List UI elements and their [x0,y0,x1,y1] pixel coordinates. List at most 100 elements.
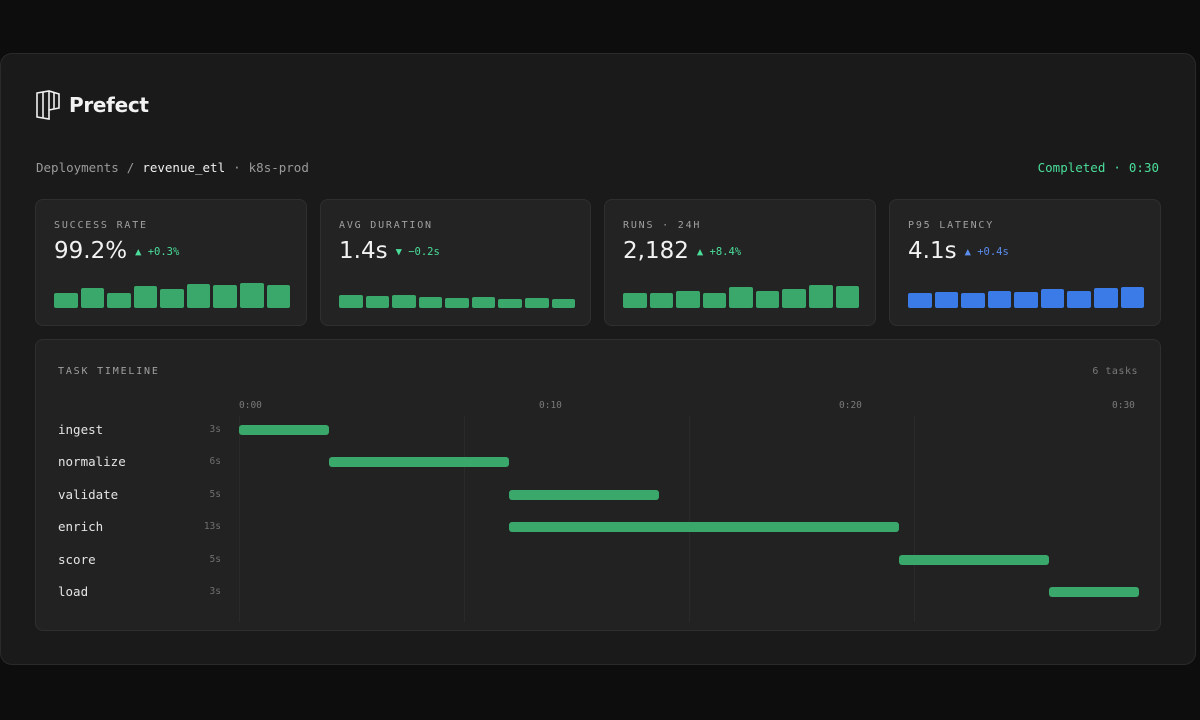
metric-value: 2,182 [623,238,689,264]
timeline-gridline [464,416,465,622]
task-bar[interactable] [509,522,899,532]
task-duration: 3s [209,424,221,435]
sparkline-bar [987,291,1012,308]
metric-card-p95-latency[interactable]: P95 LATENCY 4.1s ▲ +0.4s [889,199,1161,326]
task-duration: 13s [203,521,221,532]
sparkline-bar [266,285,291,308]
breadcrumb-separator: / [126,160,135,175]
task-timeline-panel: TASK TIMELINE 6 tasks 0:00 0:10 0:20 0:3… [35,339,1161,631]
breadcrumb-current[interactable]: revenue_etl [142,160,226,175]
status-elapsed: 0:30 [1128,160,1159,175]
sparkline-bar [471,297,496,308]
metric-delta: ▲ +0.4s [964,246,1009,258]
task-duration: 5s [209,489,221,500]
sparkline-bar [392,295,416,308]
task-row-load[interactable]: load 3s [36,582,1160,602]
timeline-task-count: 6 tasks [1092,366,1138,377]
sparkline-bar [702,293,727,308]
sparkline-bar [1120,287,1145,308]
brand-logo[interactable]: Prefect [35,90,149,120]
task-row-ingest[interactable]: ingest 3s [36,420,1160,440]
sparkline-bar [649,293,674,308]
sparkline-bar [186,284,211,308]
metric-value-wrap: 1.4s ▼ −0.2s [339,238,440,264]
timeline-title: TASK TIMELINE [58,366,160,377]
task-name: enrich [58,519,104,534]
sparkline-bar [755,291,780,308]
metric-card-success-rate[interactable]: SUCCESS RATE 99.2% ▲ +0.3% [35,199,307,326]
timeline-tick: 0:20 [839,400,862,411]
sparkline-bar [133,286,158,308]
metric-value: 4.1s [908,238,957,264]
task-duration: 6s [209,456,221,467]
metric-label: SUCCESS RATE [54,220,148,231]
task-row-normalize[interactable]: normalize 6s [36,452,1160,472]
metric-card-runs-24h[interactable]: RUNS · 24H 2,182 ▲ +8.4% [604,199,876,326]
sparkline-bar [551,299,576,308]
metric-value: 1.4s [339,238,388,264]
timeline-gridline [689,416,690,622]
sparkline-bar [1067,291,1091,308]
task-row-enrich[interactable]: enrich 13s [36,517,1160,537]
sparkline-bar [498,299,522,308]
metric-value: 99.2% [54,238,128,264]
status-dot: · [1113,160,1121,175]
sparkline-bar [729,287,753,308]
task-bar[interactable] [1049,587,1139,597]
task-bar[interactable] [509,490,659,500]
task-bar[interactable] [899,555,1049,565]
task-name: validate [58,487,119,502]
breadcrumb: Deployments / revenue_etl · k8s-prod [36,160,309,175]
sparkline [623,280,860,308]
sparkline-bar [418,297,443,308]
sparkline-bar [808,285,833,308]
sparkline-bar [107,293,131,308]
timeline-tick: 0:30 [1112,400,1135,411]
timeline-tick: 0:10 [539,400,562,411]
task-name: load [58,584,89,599]
sparkline-bar [54,293,78,308]
sparkline-bar [1014,292,1038,308]
task-duration: 5s [209,554,221,565]
task-duration: 3s [209,586,221,597]
sparkline-bar [623,293,647,308]
sparkline-bar [339,295,363,308]
sparkline-bar [160,289,184,308]
sparkline-bar [961,293,985,308]
sparkline [54,280,291,308]
timeline-gridline [239,416,240,622]
task-name: ingest [58,422,104,437]
breadcrumb-dot: · [233,160,241,175]
task-row-validate[interactable]: validate 5s [36,485,1160,505]
breadcrumb-deployments[interactable]: Deployments [36,160,119,175]
timeline-tick: 0:00 [239,400,262,411]
metric-label: RUNS · 24H [623,220,702,231]
sparkline-bar [213,285,237,308]
metric-delta: ▲ +8.4% [696,246,742,258]
sparkline-bar [782,289,806,308]
task-name: normalize [58,454,126,469]
sparkline-bar [908,293,932,308]
metric-label: P95 LATENCY [908,220,995,231]
task-bar[interactable] [329,457,509,467]
sparkline [339,280,576,308]
task-row-score[interactable]: score 5s [36,550,1160,570]
sparkline-bar [445,298,469,308]
metric-value-wrap: 4.1s ▲ +0.4s [908,238,1009,264]
metric-value-wrap: 2,182 ▲ +8.4% [623,238,741,264]
sparkline-bar [1093,288,1118,308]
breadcrumb-environment: k8s-prod [248,160,309,175]
metric-value-wrap: 99.2% ▲ +0.3% [54,238,179,264]
sparkline-bar [676,291,700,308]
task-bar[interactable] [239,425,329,435]
metric-delta: ▼ −0.2s [395,246,440,258]
sparkline-bar [934,292,959,308]
sparkline-bar [80,288,105,308]
sparkline-bar [835,286,860,308]
timeline-gridline [914,416,915,622]
dashboard-window: Prefect Deployments / revenue_etl · k8s-… [0,53,1196,665]
brand-name: Prefect [69,93,149,117]
metric-card-avg-duration[interactable]: AVG DURATION 1.4s ▼ −0.2s [320,199,591,326]
run-status: Completed · 0:30 [1038,160,1159,175]
metric-label: AVG DURATION [339,220,433,231]
